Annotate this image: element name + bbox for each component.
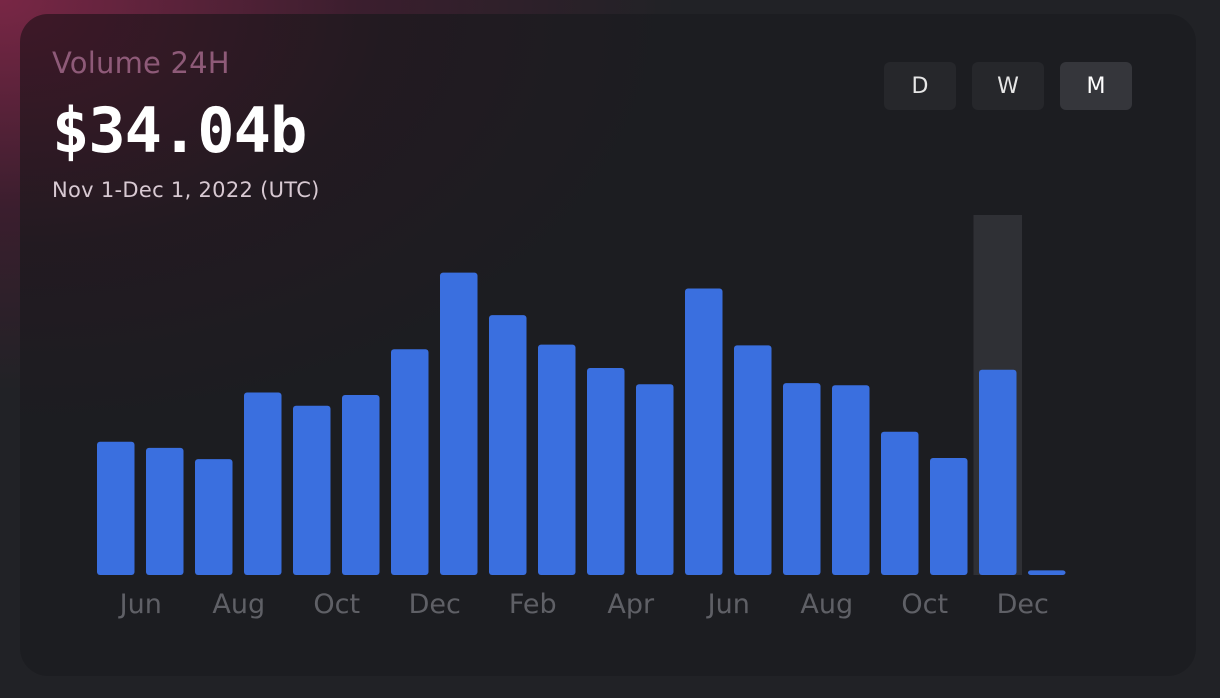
timeframe-day-button[interactable]: D (884, 62, 956, 110)
x-tick-label: Dec (409, 589, 461, 620)
volume-card: Volume 24H $34.04b Nov 1-Dec 1, 2022 (UT… (20, 14, 1196, 676)
bar-feb-2022[interactable] (538, 344, 576, 575)
bar-nov-2022[interactable] (979, 369, 1017, 575)
bar-jan-2022[interactable] (489, 315, 527, 575)
bar-mar-2022[interactable] (587, 368, 625, 575)
bar-sep-2021[interactable] (293, 405, 331, 575)
bar-oct-2021[interactable] (342, 395, 380, 575)
card-title: Volume 24H (52, 46, 230, 80)
x-tick-label: Aug (212, 589, 265, 620)
x-tick-label: Jun (706, 589, 750, 620)
bar-aug-2022[interactable] (832, 385, 870, 575)
timeframe-month-button[interactable]: M (1060, 62, 1132, 110)
timeframe-week-button[interactable]: W (972, 62, 1044, 110)
x-tick-label: Apr (607, 589, 655, 620)
x-tick-label: Oct (313, 589, 360, 620)
bar-jun-2022[interactable] (734, 345, 772, 575)
volume-value: $34.04b (52, 94, 307, 167)
bar-nov-2021[interactable] (391, 349, 429, 575)
bar-oct-2022[interactable] (930, 458, 968, 575)
x-tick-label: Jun (118, 589, 162, 620)
bar-dec-2021[interactable] (440, 272, 478, 575)
bar-jul-2021[interactable] (195, 459, 233, 575)
bar-may-2021[interactable] (97, 441, 135, 575)
bar-aug-2021[interactable] (244, 392, 282, 575)
bar-apr-2022[interactable] (636, 384, 674, 575)
x-tick-label: Feb (509, 589, 557, 620)
bar-jul-2022[interactable] (783, 383, 821, 575)
bar-dec-2022[interactable] (1028, 570, 1066, 575)
volume-bar-chart: Jun Aug Oct Dec Feb Apr Jun Aug Oct Dec (97, 215, 1066, 620)
x-tick-label: Oct (901, 589, 948, 620)
bar-may-2022[interactable] (685, 288, 723, 575)
x-tick-label: Dec (997, 589, 1049, 620)
x-tick-label: Aug (800, 589, 853, 620)
timeframe-toggle-group: D W M (884, 62, 1132, 110)
date-range: Nov 1-Dec 1, 2022 (UTC) (52, 178, 320, 202)
bar-sep-2022[interactable] (881, 431, 919, 575)
bar-jun-2021[interactable] (146, 447, 184, 575)
